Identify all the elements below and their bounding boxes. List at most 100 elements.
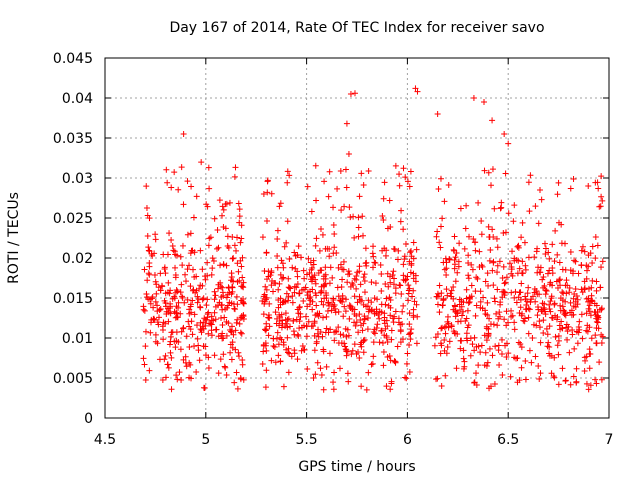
data-point	[460, 308, 467, 315]
data-point	[545, 249, 552, 256]
data-point	[456, 307, 463, 314]
data-point	[451, 302, 458, 309]
data-point	[381, 179, 388, 186]
data-point	[294, 281, 301, 288]
data-point	[330, 222, 337, 229]
data-point	[407, 249, 414, 256]
data-point	[370, 328, 377, 335]
data-point	[204, 272, 211, 279]
data-point	[268, 190, 275, 197]
data-point	[475, 199, 482, 206]
data-point	[184, 178, 191, 185]
data-point	[473, 381, 480, 388]
data-point	[214, 227, 221, 234]
data-point	[470, 95, 477, 101]
data-point	[511, 319, 518, 326]
data-point	[193, 322, 200, 329]
data-point	[585, 285, 592, 292]
data-point	[261, 291, 268, 298]
data-point	[525, 254, 532, 261]
data-point	[581, 367, 588, 374]
data-point	[447, 290, 454, 297]
data-point	[145, 244, 152, 251]
data-point	[503, 354, 510, 361]
data-point	[274, 329, 281, 336]
data-point	[583, 295, 590, 302]
data-point	[300, 267, 307, 274]
data-point	[239, 283, 246, 290]
data-point	[376, 315, 383, 322]
data-point	[567, 299, 574, 306]
data-point	[411, 298, 418, 305]
data-point	[518, 344, 525, 351]
data-point	[440, 259, 447, 266]
data-point	[436, 282, 443, 289]
data-point	[350, 213, 357, 220]
data-point	[221, 363, 228, 370]
data-point	[277, 334, 284, 341]
data-point	[351, 293, 358, 300]
data-point	[349, 347, 356, 354]
data-point	[186, 310, 193, 317]
data-point	[220, 351, 227, 358]
data-point	[477, 288, 484, 295]
data-point	[312, 280, 319, 287]
data-point	[586, 302, 593, 309]
data-point	[351, 234, 358, 241]
data-point	[439, 302, 446, 309]
data-point	[533, 287, 540, 294]
data-point	[388, 380, 395, 387]
data-point	[147, 296, 154, 303]
data-point	[594, 242, 601, 249]
data-point	[519, 270, 526, 277]
data-point	[404, 178, 411, 185]
data-point	[365, 314, 372, 321]
data-point	[321, 295, 328, 302]
data-point	[284, 297, 291, 304]
data-point	[351, 90, 358, 97]
data-point	[570, 175, 577, 182]
data-point	[234, 278, 241, 285]
data-point	[485, 282, 492, 289]
data-point	[165, 364, 172, 371]
data-point	[239, 254, 246, 261]
data-point	[368, 361, 375, 368]
data-point	[464, 337, 471, 344]
data-point	[319, 231, 326, 238]
data-point	[469, 266, 476, 273]
data-point	[307, 259, 314, 266]
data-point	[481, 332, 488, 339]
data-point	[342, 343, 349, 350]
data-point	[305, 255, 312, 262]
data-point	[370, 243, 377, 250]
data-point	[356, 355, 363, 362]
data-point	[526, 306, 533, 313]
data-point	[216, 197, 223, 204]
data-point	[152, 338, 159, 345]
data-point	[265, 312, 272, 319]
data-point	[141, 361, 148, 368]
data-point	[365, 297, 372, 304]
data-point	[556, 322, 563, 329]
data-point	[286, 172, 293, 179]
data-point	[180, 131, 187, 137]
data-point	[522, 358, 529, 365]
data-point	[376, 339, 383, 346]
data-point	[275, 296, 282, 303]
data-point	[392, 290, 399, 297]
data-point	[225, 320, 232, 327]
data-point	[351, 306, 358, 313]
data-point	[437, 350, 444, 357]
data-point	[262, 283, 269, 290]
data-point	[515, 242, 522, 249]
data-point	[540, 329, 547, 336]
data-point	[175, 299, 182, 306]
data-point	[529, 335, 536, 342]
data-point	[413, 340, 420, 347]
data-point	[481, 99, 488, 105]
data-point	[303, 271, 310, 278]
data-point	[315, 269, 322, 276]
data-point	[588, 335, 595, 342]
data-point	[351, 341, 358, 348]
data-point	[234, 301, 241, 308]
